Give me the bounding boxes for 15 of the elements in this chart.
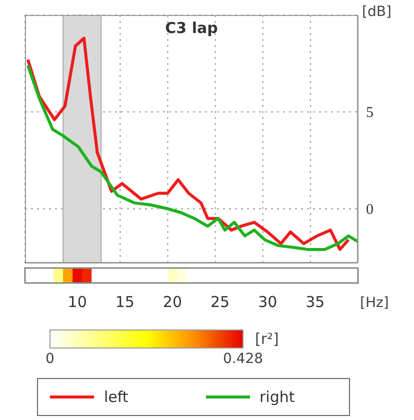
- color-bar-label: 0.428: [222, 351, 264, 367]
- x-axis-title: [Hz]: [360, 295, 389, 311]
- x-tick-label: 20: [162, 293, 182, 311]
- color-bar-label: 0: [46, 351, 54, 367]
- y-tick-label: 5: [366, 105, 374, 122]
- legend-label: left: [104, 388, 128, 406]
- x-tick-label: 10: [68, 293, 87, 311]
- chart-title: C3 lap: [164, 19, 219, 37]
- y-axis-title: [dB]: [362, 4, 392, 20]
- color-bar-title: [r²]: [255, 330, 279, 348]
- legend-label: right: [260, 388, 295, 406]
- x-tick-label: 15: [115, 293, 134, 311]
- x-tick-label: 35: [306, 293, 325, 311]
- x-tick-label: 30: [258, 293, 278, 311]
- x-tick-label: 25: [210, 293, 230, 311]
